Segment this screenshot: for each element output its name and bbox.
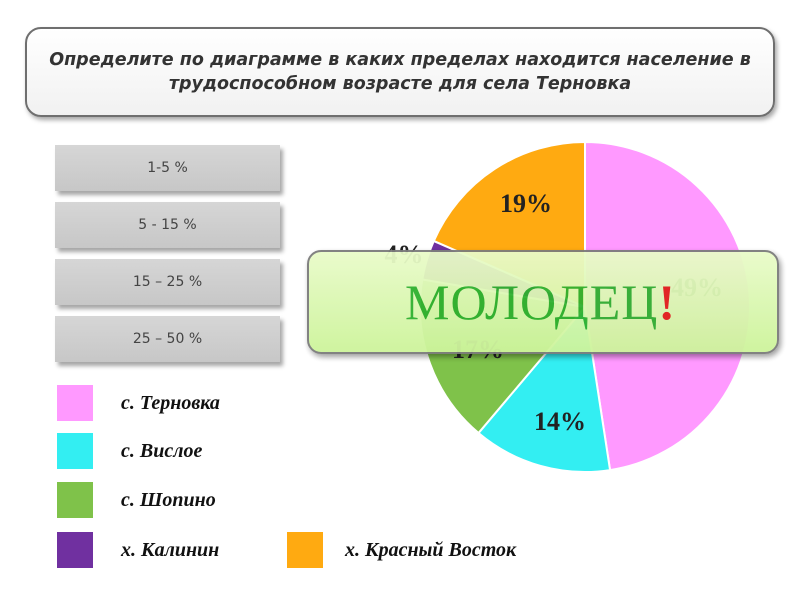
legend-label-kalinin: х. Калинин bbox=[121, 538, 220, 561]
answer-option-3[interactable]: 15 – 25 % bbox=[55, 259, 280, 305]
answer-option-2-label: 5 - 15 % bbox=[138, 217, 197, 233]
legend-swatch-krasny-vostok bbox=[287, 532, 323, 568]
feedback-banner: МОЛОДЕЦ! bbox=[307, 250, 779, 354]
answer-option-2[interactable]: 5 - 15 % bbox=[55, 202, 280, 248]
legend-item-shopino: с. Шопино bbox=[57, 482, 216, 518]
legend-item-ternovka: с. Терновка bbox=[57, 385, 220, 421]
question-text: Определите по диаграмме в каких пределах… bbox=[49, 50, 751, 94]
feedback-word: МОЛОДЕЦ bbox=[405, 274, 659, 330]
legend-swatch-ternovka bbox=[57, 385, 93, 421]
legend-label-shopino: с. Шопино bbox=[121, 488, 216, 511]
legend-item-kalinin: х. Калинин bbox=[57, 532, 219, 568]
legend-item-visloe: с. Вислое bbox=[57, 433, 202, 469]
question-box: Определите по диаграмме в каких пределах… bbox=[25, 27, 775, 117]
pie-label-5: 19% bbox=[500, 189, 552, 218]
legend-swatch-shopino bbox=[57, 482, 93, 518]
legend-label-ternovka: с. Терновка bbox=[121, 391, 220, 414]
legend-swatch-visloe bbox=[57, 433, 93, 469]
legend-item-krasny-vostok: х. Красный Восток bbox=[287, 532, 516, 568]
answer-option-1[interactable]: 1-5 % bbox=[55, 145, 280, 191]
legend-swatch-kalinin bbox=[57, 532, 93, 568]
feedback-text: МОЛОДЕЦ! bbox=[405, 272, 676, 332]
feedback-exclamation: ! bbox=[658, 274, 677, 330]
legend-label-krasny-vostok: х. Красный Восток bbox=[345, 538, 517, 561]
answer-option-4-label: 25 – 50 % bbox=[132, 331, 203, 347]
answer-option-4[interactable]: 25 – 50 % bbox=[55, 316, 280, 362]
answer-option-3-label: 15 – 25 % bbox=[132, 274, 203, 290]
legend-label-visloe: с. Вислое bbox=[121, 439, 203, 462]
answer-option-1-label: 1-5 % bbox=[147, 160, 188, 176]
pie-label-2: 14% bbox=[534, 407, 586, 436]
